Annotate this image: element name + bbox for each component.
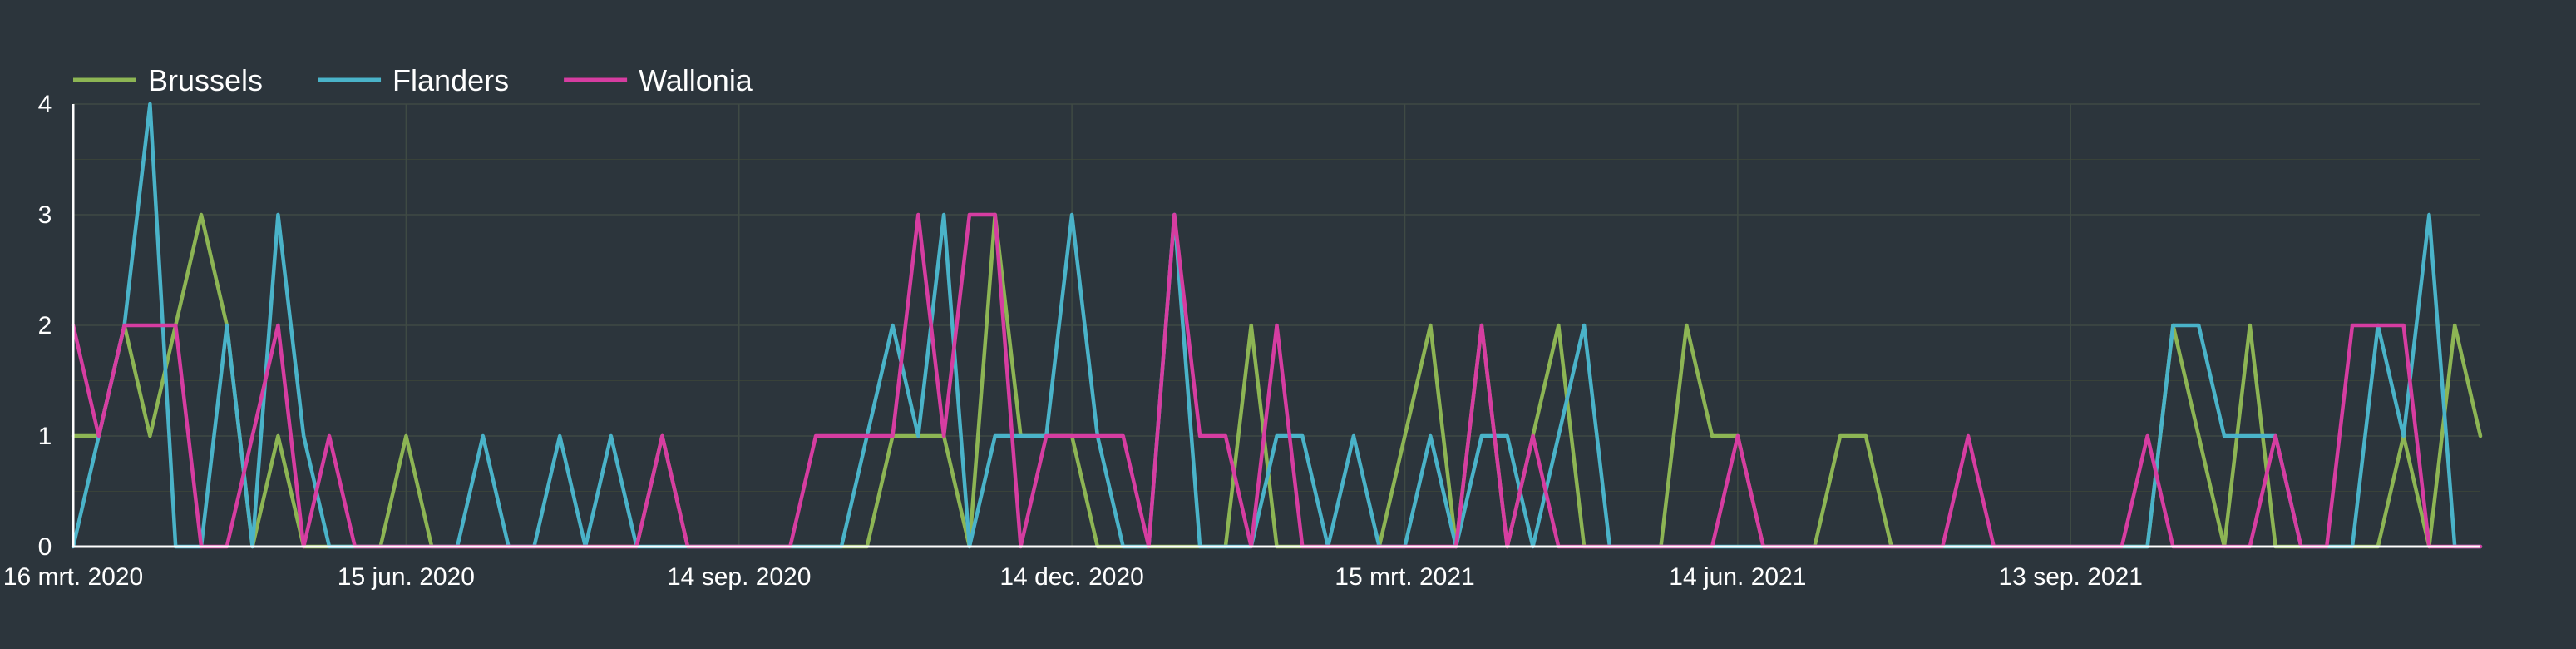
y-tick-label: 4 (38, 91, 52, 118)
y-tick-label: 1 (38, 423, 52, 450)
x-tick-label: 14 sep. 2020 (667, 563, 811, 591)
x-tick-label: 14 jun. 2021 (1669, 563, 1806, 591)
legend-label-brussels: Brussels (148, 63, 263, 97)
y-tick-label: 2 (38, 312, 52, 339)
x-tick-label: 14 dec. 2020 (999, 563, 1143, 591)
y-tick-label: 3 (38, 201, 52, 229)
x-tick-label: 15 jun. 2020 (338, 563, 475, 591)
y-tick-label: 0 (38, 533, 52, 561)
x-tick-label: 16 mrt. 2020 (3, 563, 143, 591)
legend: Brussels Flanders Wallonia (73, 63, 753, 97)
legend-label-flanders: Flanders (392, 63, 509, 97)
x-tick-label: 15 mrt. 2021 (1335, 563, 1474, 591)
grid (73, 103, 2480, 547)
legend-label-wallonia: Wallonia (639, 63, 753, 97)
axes: 0 1 2 3 4 16 mrt. 2020 15 jun. 2020 14 sep. 202… (3, 91, 2480, 591)
x-tick-label: 13 sep. 2021 (1998, 563, 2142, 591)
